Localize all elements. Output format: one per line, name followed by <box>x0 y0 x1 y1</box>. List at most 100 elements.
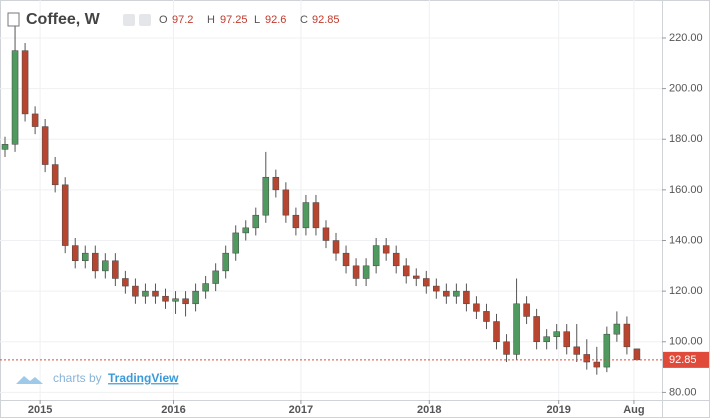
candle-body <box>182 298 189 305</box>
candle-body <box>372 245 380 267</box>
candle-body <box>473 303 480 312</box>
y-tick-label: 140.00 <box>669 234 703 246</box>
candle-body <box>563 331 570 348</box>
x-tick-label: 2017 <box>289 404 313 416</box>
candle-body <box>362 265 370 279</box>
watermark-logo <box>16 376 43 384</box>
ohlc-label: L <box>254 14 260 26</box>
candle-body <box>352 265 360 279</box>
x-tick-label: 2018 <box>417 404 441 416</box>
candle-body <box>523 303 530 317</box>
x-tick-label: 2019 <box>546 404 570 416</box>
candle-body <box>423 278 430 287</box>
candle-body <box>613 323 621 335</box>
ohlc-value: 92.6 <box>265 14 286 26</box>
candle-body <box>312 202 320 229</box>
candle-body <box>192 290 199 305</box>
candle-body <box>402 265 410 277</box>
candle-body <box>112 260 119 279</box>
candle-body <box>463 290 470 305</box>
y-tick-label: 160.00 <box>669 184 703 196</box>
toggle-icon[interactable] <box>123 14 135 26</box>
candle-body <box>513 303 520 355</box>
candle-body <box>61 184 69 246</box>
candle-body <box>583 354 591 363</box>
candle-body <box>242 227 250 234</box>
candle-body <box>392 252 400 267</box>
candle-body <box>503 341 510 355</box>
y-tick-label: 80.00 <box>669 386 697 398</box>
candle-body <box>543 336 550 343</box>
ohlc-label: H <box>207 14 215 26</box>
candle-body <box>132 285 139 297</box>
candle-body <box>342 252 350 267</box>
y-tick-label: 220.00 <box>669 32 703 44</box>
candle-body <box>382 245 390 254</box>
candle-body <box>11 50 19 145</box>
candle-body <box>202 283 209 292</box>
plot-area <box>0 0 662 400</box>
candle-body <box>332 240 340 254</box>
y-tick-label: 200.00 <box>669 83 703 95</box>
candle-body <box>81 252 89 262</box>
chart-title: Coffee, W <box>26 11 101 28</box>
candle-body <box>152 290 159 297</box>
candle-body <box>443 290 450 297</box>
candle-body <box>573 346 581 355</box>
candle-body <box>483 311 490 322</box>
candle-body <box>162 295 169 302</box>
x-tick-label: Aug <box>623 404 644 416</box>
ohlc-label: O <box>159 14 168 26</box>
watermark-text: charts by <box>53 371 102 385</box>
price-label-box <box>663 351 709 368</box>
header: Coffee, W O 97.2 H 97.25 L 92.6 C 92.85 <box>7 11 340 28</box>
candle-body <box>252 214 260 229</box>
ohlc-value: 92.85 <box>312 14 340 26</box>
x-tick-label: 2015 <box>28 404 52 416</box>
x-tick-label: 2016 <box>161 404 185 416</box>
candle-body <box>533 316 540 343</box>
candle-body <box>282 189 290 216</box>
candle-body <box>41 126 49 165</box>
candle-body <box>142 290 149 297</box>
candle-body <box>212 270 219 284</box>
candle-body <box>92 252 99 272</box>
candle-body <box>222 252 229 272</box>
candle-body <box>412 275 420 279</box>
candle-body <box>433 285 440 292</box>
candle-body <box>322 227 330 241</box>
y-tick-label: 100.00 <box>669 336 703 348</box>
candle-body <box>262 176 270 216</box>
candle-body <box>272 176 280 191</box>
y-tick-label: 120.00 <box>669 285 703 297</box>
candle-body <box>292 214 300 229</box>
candle-body <box>593 361 601 368</box>
candle-body <box>51 164 59 186</box>
candle-body <box>633 348 641 361</box>
candle-body <box>623 323 631 348</box>
watermark[interactable]: charts by TradingView <box>16 371 179 385</box>
candle-body <box>453 290 460 297</box>
y-tick-label: 180.00 <box>669 133 703 145</box>
candle-body <box>493 321 500 343</box>
ohlc-label: C <box>300 14 308 26</box>
candle-body <box>553 331 560 337</box>
ohlc-value: 97.2 <box>172 14 193 26</box>
candle-body <box>603 333 611 368</box>
candle-body <box>1 144 9 150</box>
candle-body <box>122 278 129 287</box>
price-label: 92.85 <box>669 354 697 366</box>
candle-body <box>71 245 79 262</box>
candle-body <box>21 50 29 115</box>
settings-icon[interactable] <box>139 14 151 26</box>
ohlc-value: 97.25 <box>220 14 248 26</box>
candle-body <box>31 113 39 127</box>
candle-body <box>302 202 310 229</box>
candle-body <box>172 298 179 302</box>
watermark-link[interactable]: TradingView <box>108 371 179 385</box>
symbol-icon <box>7 12 20 27</box>
candle-body <box>102 260 109 272</box>
candle-body <box>232 232 239 254</box>
